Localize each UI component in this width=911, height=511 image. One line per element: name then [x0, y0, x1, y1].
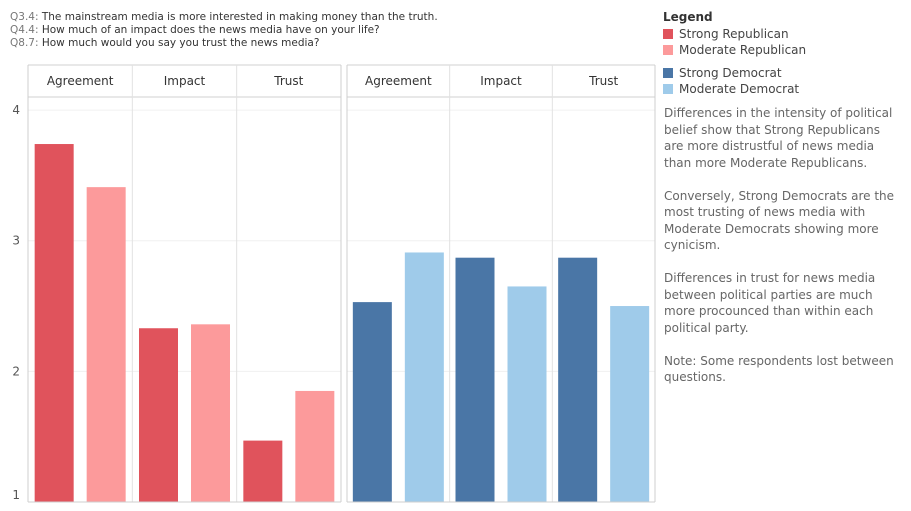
bar-chart: 1 2 3 4 Agreement Impact Trust Agreement Impact T… [12, 64, 656, 503]
legend: Legend Strong Republican Moderate Republ… [663, 10, 908, 97]
bar [34, 144, 74, 502]
bar [507, 286, 547, 502]
question-list: Q3.4: The mainstream media is more inter… [10, 11, 438, 50]
legend-item-strong-republican[interactable]: Strong Republican [663, 26, 908, 42]
note-paragraph: Note: Some respondents lost between ques… [664, 353, 894, 385]
category-label: Impact [164, 74, 206, 88]
legend-item-moderate-democrat[interactable]: Moderate Democrat [663, 81, 908, 97]
legend-swatch [663, 29, 673, 39]
bar [610, 306, 650, 502]
category-label: Trust [273, 74, 303, 88]
question-q8-7: Q8.7: How much would you say you trust t… [10, 37, 320, 49]
legend-label: Strong Republican [679, 27, 789, 41]
y-tick-label: 4 [12, 103, 20, 117]
bar [455, 257, 495, 502]
legend-label: Moderate Republican [679, 43, 807, 57]
note-paragraph: Differences in the intensity of politica… [664, 106, 893, 170]
y-tick-label: 2 [12, 364, 20, 378]
annotation-text: Differences in the intensity of politica… [664, 105, 902, 402]
legend-title: Legend [663, 10, 713, 24]
bar [352, 302, 392, 502]
bar [558, 257, 598, 502]
bar [295, 390, 335, 502]
legend-swatch [663, 45, 673, 55]
bar [86, 187, 126, 503]
bar [139, 328, 178, 502]
category-label: Agreement [365, 74, 432, 88]
legend-item-moderate-republican[interactable]: Moderate Republican [663, 42, 908, 58]
legend-swatch [663, 84, 673, 94]
legend-item-strong-democrat[interactable]: Strong Democrat [663, 65, 908, 81]
legend-label: Strong Democrat [679, 66, 782, 80]
legend-label: Moderate Democrat [679, 82, 800, 96]
question-q4-4: Q4.4: How much of an impact does the new… [10, 24, 380, 36]
category-label: Trust [588, 74, 618, 88]
note-paragraph: Conversely, Strong Democrats are the mos… [664, 188, 895, 253]
note-paragraph: Differences in trust for news media betw… [664, 271, 876, 335]
bar [243, 440, 283, 502]
bar [404, 252, 444, 502]
y-tick-label: 3 [12, 234, 20, 248]
bar [191, 324, 230, 502]
legend-swatch [663, 68, 673, 78]
y-tick-label: 1 [12, 488, 20, 502]
category-label: Agreement [47, 74, 114, 88]
category-label: Impact [480, 74, 522, 88]
question-q3-4: Q3.4: The mainstream media is more inter… [10, 11, 438, 23]
